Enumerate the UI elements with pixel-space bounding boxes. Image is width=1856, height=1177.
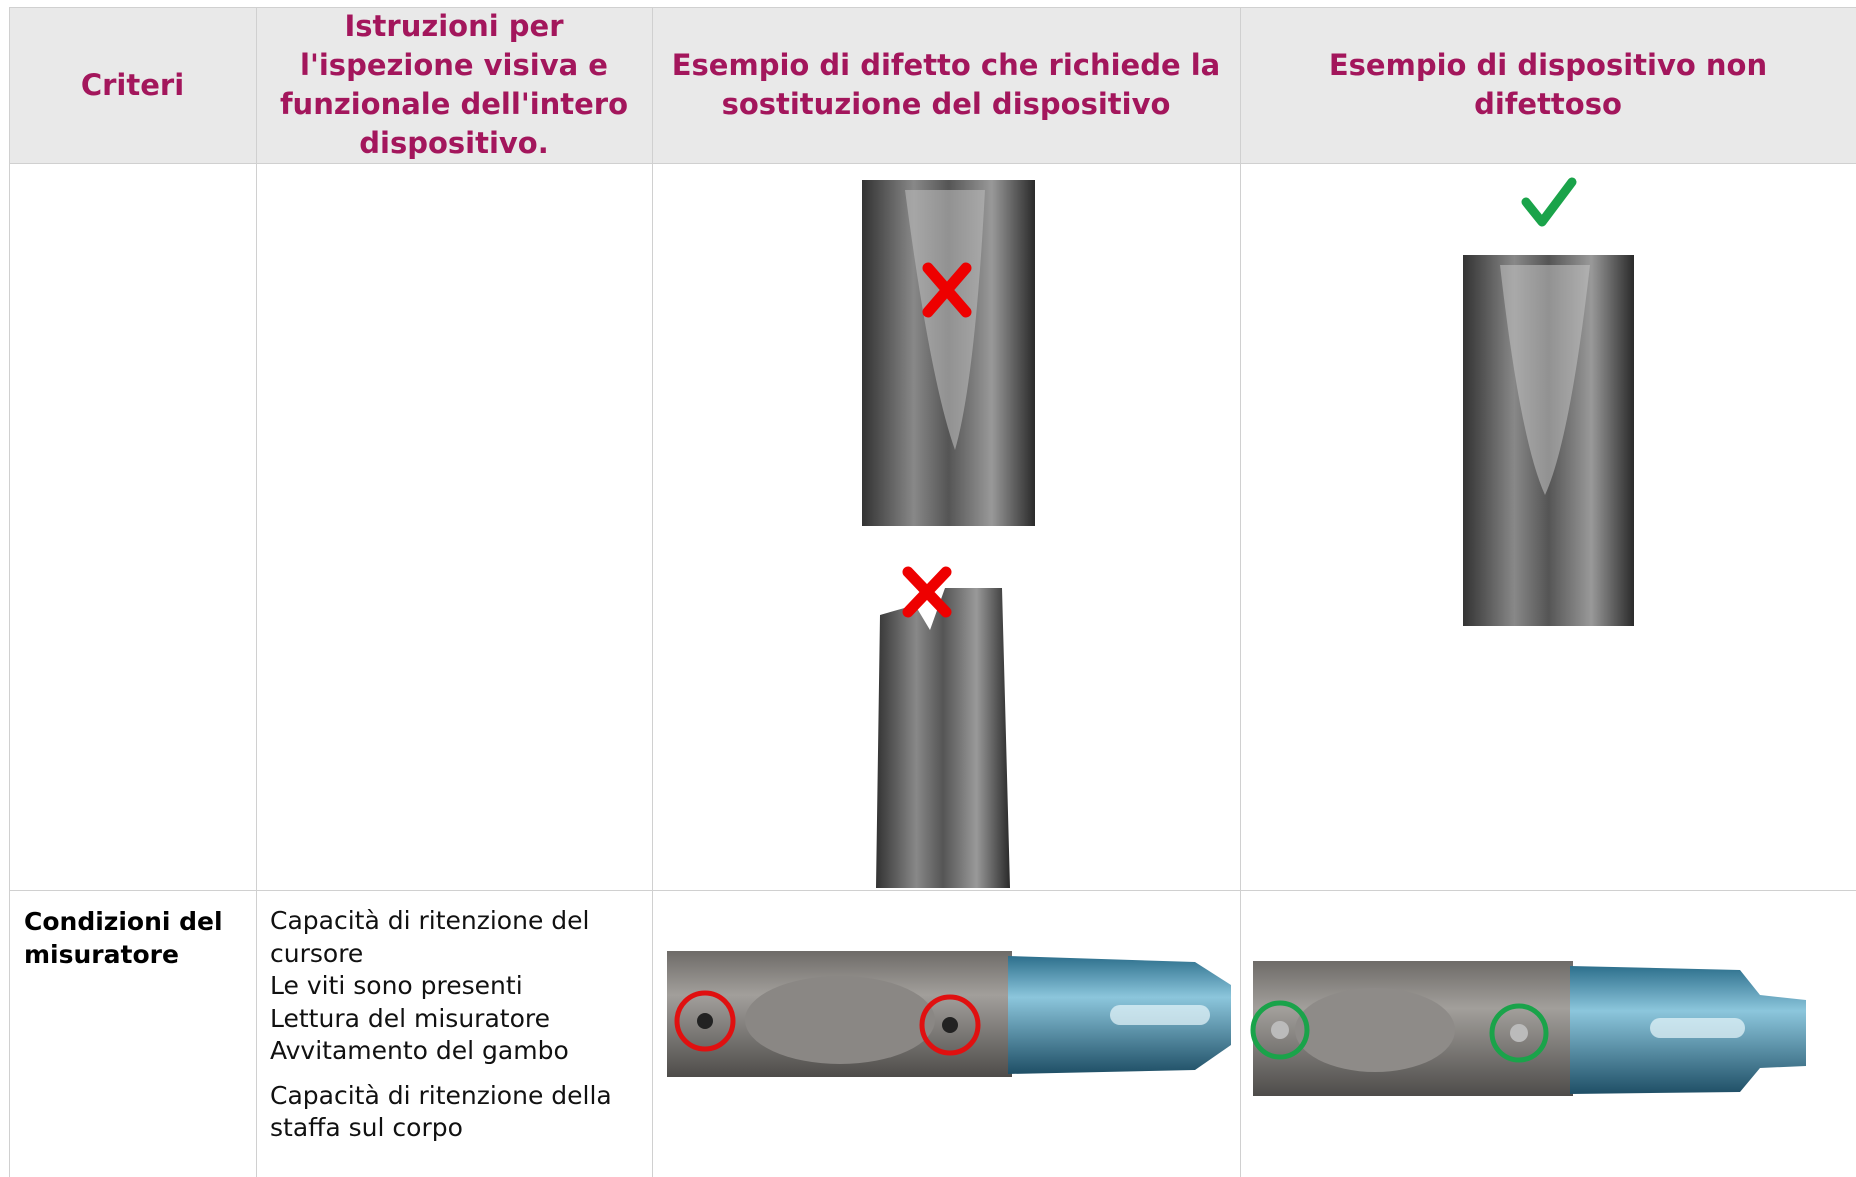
rule bbox=[9, 163, 1856, 164]
instruction: Capacità di ritenzione della staffa sul … bbox=[270, 1080, 612, 1143]
header-cell: Esempio di dispositivo non difettoso bbox=[1240, 7, 1856, 163]
rule bbox=[9, 7, 10, 1177]
instruction: Capacità di ritenzione del cursore bbox=[270, 906, 590, 968]
defect-bit-2 bbox=[876, 566, 1010, 888]
rule bbox=[652, 7, 653, 1177]
good-bit bbox=[1463, 177, 1634, 626]
rule bbox=[9, 890, 1856, 891]
criterion: Condizioni del misuratore bbox=[24, 907, 223, 969]
instructions: Capacità di ritenzione del cursore Le vi… bbox=[270, 905, 640, 1145]
rule bbox=[9, 7, 1856, 8]
instruction: Lettura del misuratore bbox=[270, 1003, 550, 1033]
rule bbox=[256, 7, 257, 1177]
defect-gauge bbox=[667, 951, 1231, 1077]
rule bbox=[1240, 7, 1241, 1177]
defect-bit-1 bbox=[862, 180, 1035, 526]
header-cell: Istruzioni per l'ispezione visiva e funz… bbox=[256, 7, 652, 163]
good-gauge bbox=[1250, 961, 1806, 1096]
header-cell: Criteri bbox=[9, 7, 256, 163]
header-cell: Esempio di difetto che richiede la sosti… bbox=[652, 7, 1240, 163]
instruction: Avvitamento del gambo bbox=[270, 1036, 569, 1065]
instruction: Le viti sono presenti bbox=[270, 971, 523, 1000]
